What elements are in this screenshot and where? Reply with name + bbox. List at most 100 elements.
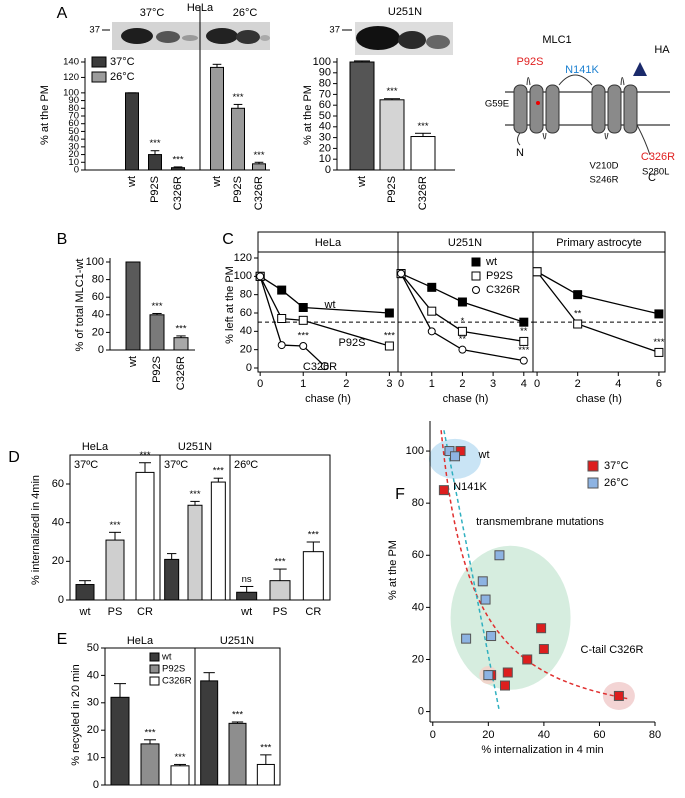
significance: *** xyxy=(653,337,664,348)
bar xyxy=(135,471,155,601)
band xyxy=(398,31,426,49)
y-tick-label: 20 xyxy=(92,326,104,338)
marker xyxy=(277,314,287,323)
y-tick-label: 0 xyxy=(98,344,104,356)
marker xyxy=(519,336,529,346)
y-tick-label: 80 xyxy=(412,497,424,509)
y-axis-title: % of total MLC1-wt xyxy=(74,259,86,352)
bar xyxy=(75,584,95,601)
y-tick-label: 30 xyxy=(68,141,79,152)
y-tick-label: 90 xyxy=(319,67,331,79)
y-axis-title: % recycled in 20 min xyxy=(70,664,82,766)
significance: * xyxy=(461,316,465,327)
bar xyxy=(110,696,130,786)
mlc1-diagram: MLC1 HA P92S N141K G59E C326R N C V210D … xyxy=(485,34,675,186)
y-axis-title: % at the PM xyxy=(387,540,399,600)
series-label: P92S xyxy=(339,337,366,349)
significance: *** xyxy=(253,150,264,161)
significance: ** xyxy=(459,334,467,345)
panel-title: HeLa xyxy=(127,635,154,647)
bar xyxy=(171,167,185,171)
significance: *** xyxy=(274,557,285,568)
series-line xyxy=(259,275,390,314)
ha-tag xyxy=(633,62,647,76)
legend-swatch xyxy=(149,652,160,662)
significance: *** xyxy=(384,331,395,342)
x-axis-title: chase (h) xyxy=(576,393,622,405)
legend-label: C326R xyxy=(162,676,192,687)
mutation-label: V210D xyxy=(589,161,618,172)
helix xyxy=(545,84,560,134)
significance: *** xyxy=(232,709,243,720)
x-tick-label: 0 xyxy=(398,378,404,390)
x-tick-label: 60 xyxy=(593,729,605,741)
x-tick-label: PS xyxy=(108,606,123,618)
legend-label: P92S xyxy=(162,664,185,675)
point xyxy=(494,550,505,561)
significance: *** xyxy=(174,752,185,763)
marker xyxy=(457,326,467,336)
legend-label: wt xyxy=(485,256,497,268)
terminus-label: C xyxy=(648,172,656,184)
significance: *** xyxy=(417,121,428,132)
y-tick-label: 80 xyxy=(240,289,252,301)
legend-swatch xyxy=(149,664,160,674)
y-tick-label: 40 xyxy=(240,325,252,337)
y-tick-label: 50 xyxy=(87,642,99,654)
y-tick-label: 20 xyxy=(240,344,252,356)
panel-title: U251N xyxy=(448,237,482,249)
y-tick-label: 80 xyxy=(68,103,79,114)
series-line xyxy=(400,273,524,362)
marker xyxy=(427,282,437,292)
y-axis-title: % internalizedl in 4min xyxy=(30,475,42,585)
bar xyxy=(379,99,405,171)
significance: *** xyxy=(386,86,397,97)
y-tick-label: 20 xyxy=(68,149,79,160)
marker xyxy=(384,308,394,318)
blot-hela: 37 37°C HeLa 26°C xyxy=(89,2,270,170)
x-tick-label: 20 xyxy=(482,729,494,741)
y-tick-label: 60 xyxy=(319,99,331,111)
series-line xyxy=(536,271,660,315)
blot-title: U251N xyxy=(388,6,422,18)
tag-label: HA xyxy=(654,44,670,56)
band xyxy=(236,30,260,44)
bar xyxy=(148,154,162,171)
y-tick-label: 30 xyxy=(87,697,99,709)
fit-curve xyxy=(440,430,628,700)
marker xyxy=(654,347,664,357)
significance: *** xyxy=(260,742,271,753)
mutation-label: G59E xyxy=(485,99,509,110)
condition-label: 26ºC xyxy=(234,459,258,471)
point xyxy=(613,690,624,701)
band xyxy=(182,35,198,41)
x-tick-label: P92S xyxy=(149,176,161,203)
point xyxy=(438,485,449,496)
bar xyxy=(302,551,324,601)
y-tick-label: 10 xyxy=(87,752,99,764)
marker xyxy=(256,272,265,281)
y-tick-label: 90 xyxy=(68,95,79,106)
y-axis-title: % at the PM xyxy=(39,85,51,145)
x-tick-label: 1 xyxy=(300,378,306,390)
marker xyxy=(519,317,529,327)
y-tick-label: 120 xyxy=(63,72,79,83)
y-tick-label: 60 xyxy=(412,549,424,561)
panel-letter: F xyxy=(395,486,405,503)
legend-marker xyxy=(471,271,481,281)
x-axis-title: chase (h) xyxy=(443,393,489,405)
significance: *** xyxy=(149,138,160,149)
x-tick-label: P92S xyxy=(386,176,398,203)
point xyxy=(536,623,547,634)
y-tick-label: 40 xyxy=(87,669,99,681)
x-tick-label: wt xyxy=(211,176,223,188)
y-tick-label: 20 xyxy=(52,555,64,567)
panel-letter: C xyxy=(222,231,234,248)
bar xyxy=(210,481,226,601)
panel-letter: E xyxy=(57,631,68,648)
x-tick-label: 2 xyxy=(343,378,349,390)
x-tick-label: wt xyxy=(126,176,138,188)
legend-label: C326R xyxy=(486,284,520,296)
terminus-label: N xyxy=(516,147,524,159)
